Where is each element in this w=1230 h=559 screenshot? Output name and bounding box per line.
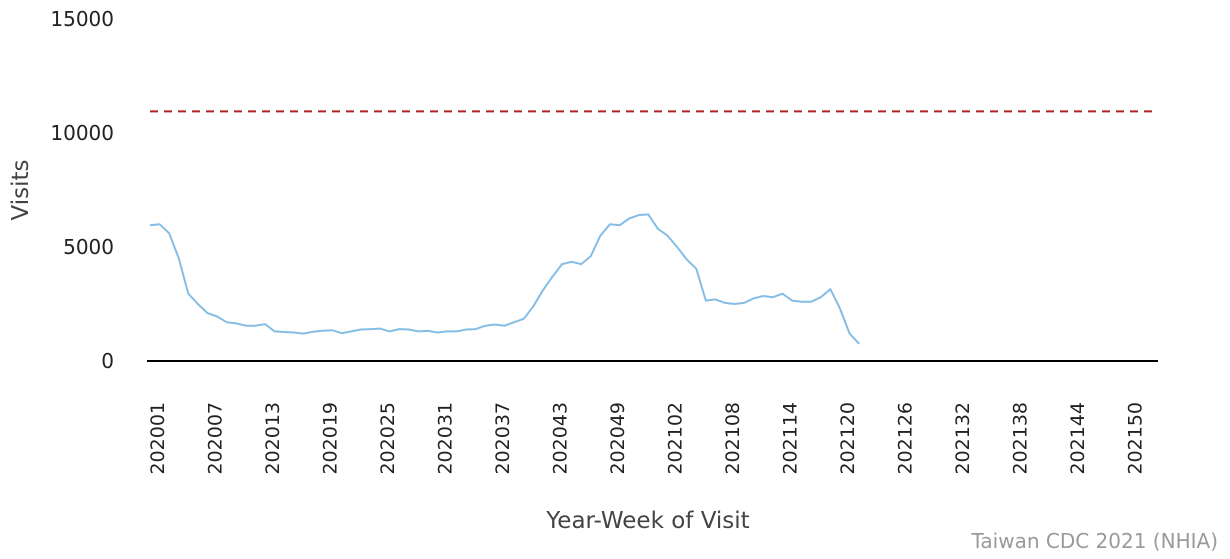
y-tick-label: 10000 (50, 121, 114, 145)
x-tick-label: 202138 (1010, 402, 1032, 475)
y-axis-title: Visits (8, 160, 34, 221)
x-tick-label: 202150 (1125, 402, 1147, 475)
y-tick-label: 0 (101, 349, 114, 373)
y-axis-ticks: 15000 10000 5000 0 (50, 7, 114, 373)
y-tick-label: 5000 (63, 235, 114, 259)
x-tick-label: 202120 (837, 402, 859, 475)
series-group (149, 213, 860, 345)
x-tick-label: 202001 (147, 402, 169, 475)
x-tick-label: 202037 (492, 402, 514, 475)
x-tick-label: 202043 (550, 402, 572, 475)
x-tick-label: 202114 (780, 402, 802, 475)
x-axis-ticks: 202001 202007 202013 202019 202025 202031 2020… (147, 402, 1147, 475)
x-tick-label: 202049 (607, 402, 629, 475)
x-tick-label: 202108 (722, 402, 744, 475)
x-tick-label: 202025 (377, 402, 399, 475)
x-tick-label: 202144 (1067, 402, 1089, 475)
x-tick-label: 202031 (435, 402, 457, 475)
series-line (149, 213, 860, 345)
x-tick-label: 202019 (320, 402, 342, 475)
x-tick-label: 202126 (895, 402, 917, 475)
x-tick-label: 202007 (205, 402, 227, 475)
y-tick-label: 15000 (50, 7, 114, 31)
x-tick-label: 202132 (952, 402, 974, 475)
x-axis-title: Year-Week of Visit (545, 508, 749, 534)
x-tick-label: 202102 (665, 402, 687, 475)
x-tick-label: 202013 (262, 402, 284, 475)
source-note: Taiwan CDC 2021 (NHIA) (971, 529, 1219, 553)
